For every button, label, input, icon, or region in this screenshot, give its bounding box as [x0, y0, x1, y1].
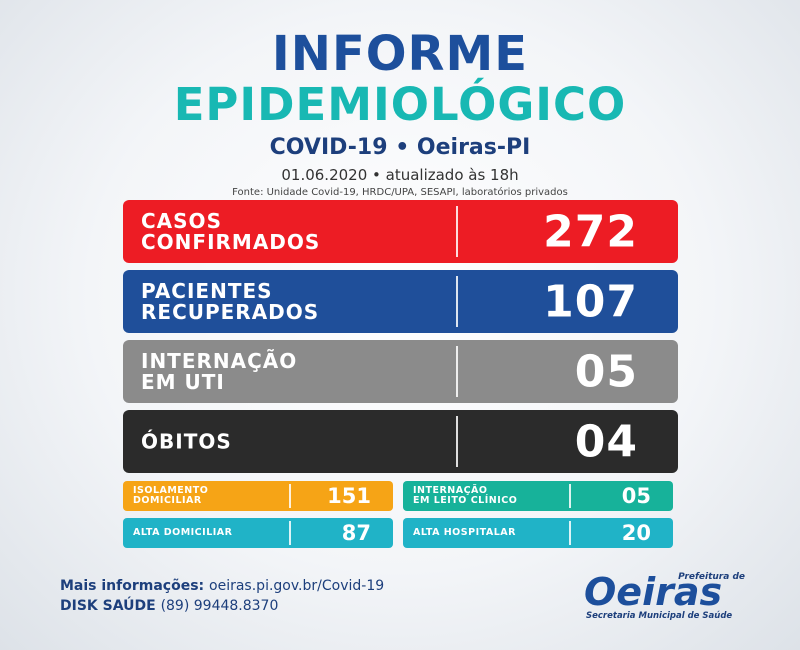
- icu-label-line1: INTERNAÇÃO: [141, 348, 298, 373]
- clinical-bed-label: INTERNAÇÃO EM LEITO CLÍNICO: [413, 486, 573, 506]
- confirmed-cases-card: CASOS CONFIRMADOS 272: [123, 200, 678, 263]
- hospital-discharge-value: 20: [621, 521, 651, 545]
- more-info-label: Mais informações:: [60, 578, 205, 594]
- logo-prefeitura-text: Prefeitura de: [678, 572, 745, 582]
- date-line: 01.06.2020 • atualizado às 18h: [281, 166, 519, 184]
- title-informe: INFORME: [271, 26, 529, 82]
- source-note: Fonte: Unidade Covid-19, HRDC/UPA, SESAP…: [232, 187, 568, 198]
- logo-oeiras-text: Oeiras: [584, 570, 723, 614]
- recovered-patients-value: 107: [543, 276, 638, 327]
- clinical-bed-card: INTERNAÇÃO EM LEITO CLÍNICO 05: [403, 481, 673, 511]
- home-isolation-value: 151: [327, 484, 371, 508]
- deaths-value: 04: [574, 416, 638, 467]
- confirmed-cases-value: 272: [543, 206, 638, 257]
- icu-card: INTERNAÇÃO EM UTI 05: [123, 340, 678, 403]
- hospital-discharge-label: ALTA HOSPITALAR: [413, 527, 516, 538]
- recovered-patients-card: PACIENTES RECUPERADOS 107: [123, 270, 678, 333]
- deaths-label: ÓBITOS: [141, 429, 232, 453]
- more-info-link[interactable]: oeiras.pi.gov.br/Covid-19: [209, 578, 385, 594]
- disk-saude-line: DISK SAÚDE (89) 99448.8370: [60, 596, 384, 616]
- disk-saude-label: DISK SAÚDE: [60, 598, 156, 614]
- title-epidemiologico: EPIDEMIOLÓGICO: [173, 78, 627, 131]
- disk-saude-phone: (89) 99448.8370: [160, 598, 279, 614]
- mini-divider: [569, 484, 571, 508]
- icu-label: INTERNAÇÃO EM UTI: [141, 348, 441, 394]
- footer-info: Mais informações: oeiras.pi.gov.br/Covid…: [60, 576, 384, 616]
- recovered-label-line2: RECUPERADOS: [141, 299, 320, 324]
- card-divider: [456, 346, 458, 397]
- mini-divider: [289, 521, 291, 545]
- logo-secretaria-text: Secretaria Municipal de Saúde: [586, 611, 733, 621]
- icu-label-line2: EM UTI: [141, 369, 225, 394]
- prefeitura-oeiras-logo: Oeiras Prefeitura de Secretaria Municipa…: [582, 570, 747, 625]
- clinical-bed-label-line1: INTERNAÇÃO: [413, 485, 488, 496]
- home-isolation-label-line2: DOMICILIAR: [133, 495, 202, 506]
- confirmed-label-line1: CASOS: [141, 208, 222, 233]
- mini-divider: [569, 521, 571, 545]
- home-discharge-value: 87: [341, 521, 371, 545]
- confirmed-label-line2: CONFIRMADOS: [141, 229, 321, 254]
- confirmed-cases-label: CASOS CONFIRMADOS: [141, 208, 441, 254]
- home-discharge-card: ALTA DOMICILIAR 87: [123, 518, 393, 548]
- header: INFORME EPIDEMIOLÓGICO COVID-19 • Oeiras…: [0, 28, 800, 200]
- icu-value: 05: [574, 346, 638, 397]
- mini-divider: [289, 484, 291, 508]
- deaths-card: ÓBITOS 04: [123, 410, 678, 473]
- subtitle: COVID-19 • Oeiras-PI: [269, 135, 531, 160]
- card-divider: [456, 206, 458, 257]
- card-divider: [456, 276, 458, 327]
- recovered-patients-label: PACIENTES RECUPERADOS: [141, 278, 441, 324]
- home-isolation-label-line1: ISOLAMENTO: [133, 485, 209, 496]
- recovered-label-line1: PACIENTES: [141, 278, 273, 303]
- more-info-line: Mais informações: oeiras.pi.gov.br/Covid…: [60, 576, 384, 596]
- clinical-bed-label-line2: EM LEITO CLÍNICO: [413, 495, 518, 506]
- clinical-bed-value: 05: [621, 484, 651, 508]
- home-isolation-card: ISOLAMENTO DOMICILIAR 151: [123, 481, 393, 511]
- hospital-discharge-card: ALTA HOSPITALAR 20: [403, 518, 673, 548]
- card-divider: [456, 416, 458, 467]
- home-discharge-label: ALTA DOMICILIAR: [133, 527, 233, 538]
- home-isolation-label: ISOLAMENTO DOMICILIAR: [133, 486, 293, 506]
